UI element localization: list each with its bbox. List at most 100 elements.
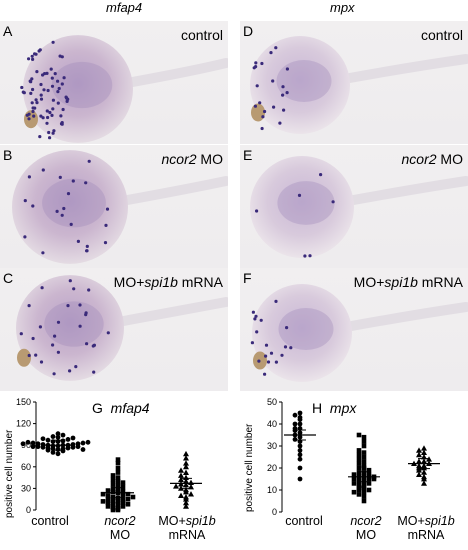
stained-cell [41,168,45,172]
y-tick-label: 30 [21,483,31,493]
embryo-image-c [16,275,228,381]
data-point [75,441,81,447]
stained-cell [59,114,63,118]
embryo-image-f [250,284,468,382]
data-point [416,447,422,453]
data-point [110,473,116,478]
stained-cell [60,121,64,125]
data-point [120,488,126,494]
stained-cell [31,204,35,208]
stained-cell [28,79,32,83]
stained-cell [41,251,45,255]
stained-cell [282,108,286,112]
data-point [416,451,422,458]
stained-cell [78,324,82,328]
embryo-tail [341,302,468,332]
data-point [416,462,422,469]
data-point [183,455,189,461]
stained-cell [259,318,263,322]
data-point [115,478,121,484]
data-point [356,465,362,471]
embryo-image-a [20,35,228,143]
stained-cell [40,286,44,290]
data-point [50,443,56,449]
data-point [421,449,427,455]
panel-f: F MO+spi1b mRNA [240,268,468,391]
stained-cell [47,130,51,135]
stained-cell [27,175,31,179]
panel-condition: control [180,27,223,43]
data-point [50,450,56,455]
data-point [100,491,106,497]
embryo-tail [113,297,228,327]
chart-plot-h: 0 10 20 30 40 50 [267,397,440,517]
data-point [173,483,179,489]
data-point [115,483,121,488]
stained-cell [297,193,302,197]
data-point [183,460,189,466]
stained-cell [31,336,35,341]
stained-cell [255,209,259,213]
stained-cell [30,54,34,58]
data-point [125,496,131,502]
data-point [361,494,367,499]
chart-title: H mpx [312,400,357,416]
panel-condition: ncor2 MO [401,151,463,167]
panel-letter: A [3,23,13,39]
stained-cell [85,244,89,248]
panel-condition: control [420,27,463,43]
stained-cell [308,254,312,258]
data-point [110,486,116,491]
data-point [297,452,303,458]
stained-cell [56,90,60,94]
embryo-eye [17,348,31,367]
data-point [361,489,367,495]
stained-cell [66,304,70,308]
data-point [105,488,111,493]
stained-cell [68,279,72,283]
stained-cell [39,82,43,87]
stained-cell [74,365,78,369]
y-tick-label: 90 [21,440,31,450]
stained-cell [331,200,335,204]
embryo-image-b [12,150,228,264]
stained-cell [39,93,43,97]
stained-cell [35,70,39,74]
stained-cell [274,360,278,364]
data-point [416,458,422,464]
stained-cell [45,109,49,113]
stained-cell [78,303,82,307]
stained-cell [46,115,50,120]
chart-g: positive cell number G mfap4 0 30 60 90 120 1… [0,392,232,550]
data-point [183,503,189,509]
stained-cell [27,304,31,308]
stained-cell [52,129,56,133]
data-point [416,471,422,477]
stained-cell [27,112,31,116]
data-point [55,434,61,440]
data-point [40,436,46,442]
stained-cell [55,209,59,213]
stained-cell [20,85,24,90]
data-point [292,412,298,418]
embryo-tail [343,176,468,206]
stained-cell [27,353,31,358]
data-point [105,500,111,506]
data-point [351,489,357,495]
data-point [421,445,427,451]
data-point [183,486,189,493]
stained-cell [51,107,55,111]
embryo-yolk [250,36,350,134]
stained-cell [41,116,45,120]
stained-cell [43,72,47,76]
stained-cell [281,85,285,89]
panel-d: D control [240,21,468,144]
y-tick-label: 20 [267,463,277,473]
data-point [421,473,427,480]
data-point [130,494,136,500]
data-point [297,421,303,427]
stained-cell [84,311,88,315]
x-tick-label: ncor2 MO [350,514,382,542]
data-point [65,437,71,442]
data-point [105,493,111,498]
